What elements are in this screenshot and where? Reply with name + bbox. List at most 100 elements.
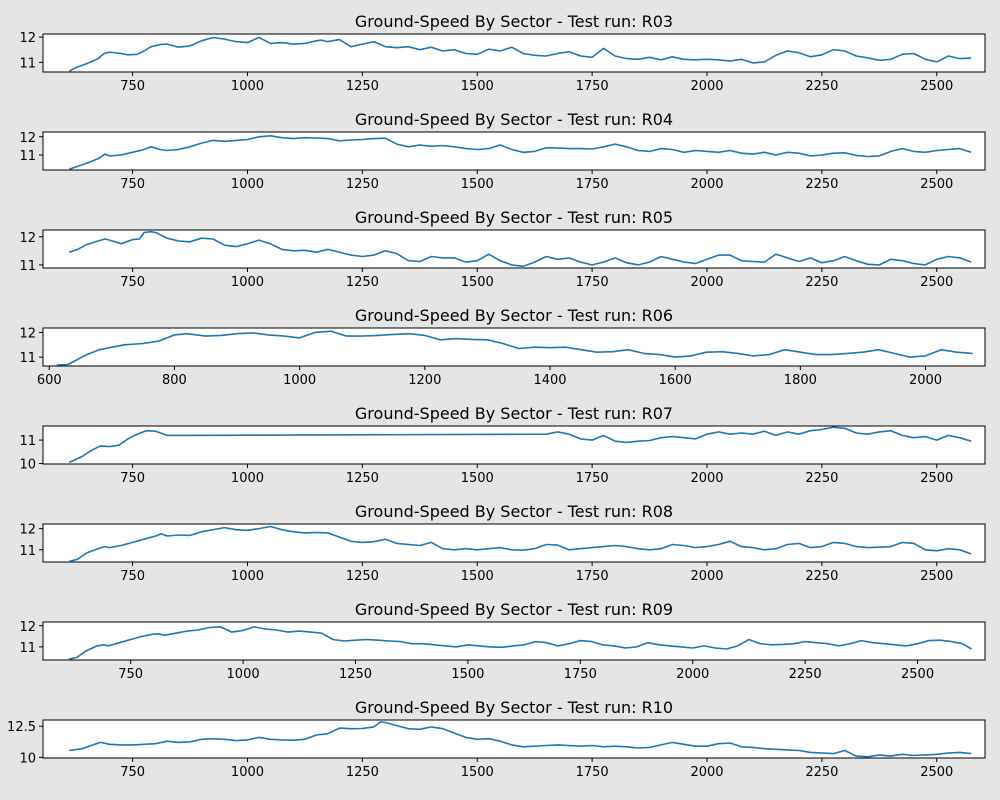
x-tick-label: 1250 bbox=[346, 569, 379, 584]
x-tick-label: 1500 bbox=[461, 765, 494, 780]
x-tick-label: 1500 bbox=[461, 569, 494, 584]
y-tick-label: 12 bbox=[19, 326, 36, 341]
series-line bbox=[69, 525, 972, 563]
x-tick-label: 600 bbox=[37, 373, 62, 388]
series-line bbox=[68, 230, 972, 268]
subplot-3: Ground-Speed By Sector - Test run: R05 75… bbox=[19, 208, 986, 290]
x-tick-label: 750 bbox=[120, 765, 145, 780]
y-tick-label: 10 bbox=[19, 751, 36, 766]
x-tick-label: 2500 bbox=[901, 667, 934, 682]
x-tick-label: 1000 bbox=[231, 79, 264, 94]
x-tick-label: 2250 bbox=[805, 569, 838, 584]
x-tick-label: 2500 bbox=[920, 471, 953, 486]
x-tick-label: 2500 bbox=[920, 275, 953, 290]
subplot-2: Ground-Speed By Sector - Test run: R04 75… bbox=[19, 110, 986, 192]
subplot-7: Ground-Speed By Sector - Test run: R09 75… bbox=[19, 600, 986, 682]
x-tick-label: 2250 bbox=[805, 79, 838, 94]
x-tick-label: 2000 bbox=[690, 569, 723, 584]
series-line bbox=[68, 135, 972, 171]
x-tick-label: 750 bbox=[120, 177, 145, 192]
x-tick-label: 2250 bbox=[805, 275, 838, 290]
x-tick-label: 1750 bbox=[576, 569, 609, 584]
x-tick-label: 1000 bbox=[231, 471, 264, 486]
x-tick-label: 2000 bbox=[690, 765, 723, 780]
y-tick-label: 12.5 bbox=[7, 720, 36, 735]
axes-frame bbox=[42, 425, 986, 465]
axes-frame bbox=[42, 719, 986, 759]
subplot-title: Ground-Speed By Sector - Test run: R10 bbox=[355, 698, 673, 717]
subplot-8: Ground-Speed By Sector - Test run: R10 75… bbox=[7, 698, 986, 780]
x-tick-label: 1600 bbox=[659, 373, 692, 388]
x-tick-label: 1750 bbox=[576, 471, 609, 486]
x-tick-label: 1750 bbox=[576, 79, 609, 94]
y-tick-label: 12 bbox=[19, 31, 36, 46]
x-tick-label: 1250 bbox=[346, 471, 379, 486]
y-tick-label: 11 bbox=[19, 149, 36, 164]
x-tick-label: 2500 bbox=[920, 569, 953, 584]
x-tick-label: 1750 bbox=[576, 765, 609, 780]
x-tick-label: 2500 bbox=[920, 79, 953, 94]
x-tick-label: 2500 bbox=[920, 765, 953, 780]
x-tick-label: 1000 bbox=[231, 177, 264, 192]
series-line bbox=[69, 721, 972, 758]
x-tick-label: 1500 bbox=[461, 275, 494, 290]
x-tick-label: 1250 bbox=[346, 79, 379, 94]
subplot-4: Ground-Speed By Sector - Test run: R06 60… bbox=[19, 306, 986, 388]
x-tick-label: 1400 bbox=[533, 373, 566, 388]
y-tick-label: 10 bbox=[19, 458, 36, 473]
x-tick-label: 2250 bbox=[805, 471, 838, 486]
x-tick-label: 2250 bbox=[805, 765, 838, 780]
subplot-6: Ground-Speed By Sector - Test run: R08 75… bbox=[19, 502, 986, 584]
x-tick-label: 2000 bbox=[909, 373, 942, 388]
series-line bbox=[68, 36, 972, 72]
x-tick-label: 2000 bbox=[690, 471, 723, 486]
subplot-5: Ground-Speed By Sector - Test run: R07 75… bbox=[19, 404, 986, 486]
x-tick-label: 1200 bbox=[408, 373, 441, 388]
x-tick-label: 750 bbox=[120, 569, 145, 584]
x-tick-label: 2500 bbox=[920, 177, 953, 192]
series-line bbox=[68, 426, 972, 464]
x-tick-label: 1750 bbox=[564, 667, 597, 682]
x-tick-label: 2000 bbox=[690, 79, 723, 94]
axes-frame bbox=[42, 131, 986, 171]
axes-frame bbox=[42, 523, 986, 563]
y-tick-label: 11 bbox=[19, 56, 36, 71]
y-tick-label: 11 bbox=[19, 351, 36, 366]
x-tick-label: 1000 bbox=[231, 275, 264, 290]
y-tick-label: 11 bbox=[19, 544, 36, 559]
axes-frame bbox=[42, 621, 986, 661]
x-tick-label: 1250 bbox=[346, 275, 379, 290]
x-tick-label: 750 bbox=[118, 667, 143, 682]
x-tick-label: 750 bbox=[120, 471, 145, 486]
x-tick-label: 1250 bbox=[346, 765, 379, 780]
x-tick-label: 1500 bbox=[461, 79, 494, 94]
x-tick-label: 1500 bbox=[451, 667, 484, 682]
axes-frame bbox=[42, 229, 986, 269]
subplot-1: Ground-Speed By Sector - Test run: R03 75… bbox=[19, 12, 986, 94]
x-tick-label: 1800 bbox=[784, 373, 817, 388]
subplot-title: Ground-Speed By Sector - Test run: R06 bbox=[355, 306, 673, 325]
y-tick-label: 11 bbox=[19, 259, 36, 274]
x-tick-label: 1000 bbox=[283, 373, 316, 388]
subplot-title: Ground-Speed By Sector - Test run: R09 bbox=[355, 600, 673, 619]
subplot-title: Ground-Speed By Sector - Test run: R08 bbox=[355, 502, 673, 521]
subplot-title: Ground-Speed By Sector - Test run: R04 bbox=[355, 110, 673, 129]
axes-frame bbox=[42, 33, 986, 73]
x-tick-label: 2000 bbox=[690, 275, 723, 290]
x-tick-label: 1250 bbox=[339, 667, 372, 682]
y-tick-label: 11 bbox=[19, 641, 36, 656]
x-tick-label: 800 bbox=[162, 373, 187, 388]
y-tick-label: 12 bbox=[19, 131, 36, 146]
subplot-title: Ground-Speed By Sector - Test run: R07 bbox=[355, 404, 673, 423]
x-tick-label: 750 bbox=[120, 275, 145, 290]
x-tick-label: 1750 bbox=[576, 275, 609, 290]
x-tick-label: 750 bbox=[120, 79, 145, 94]
x-tick-label: 2250 bbox=[789, 667, 822, 682]
series-line bbox=[56, 330, 973, 366]
x-tick-label: 2000 bbox=[676, 667, 709, 682]
x-tick-label: 2000 bbox=[690, 177, 723, 192]
x-tick-label: 1750 bbox=[576, 177, 609, 192]
x-tick-label: 1250 bbox=[346, 177, 379, 192]
y-tick-label: 11 bbox=[19, 434, 36, 449]
x-tick-label: 1000 bbox=[231, 765, 264, 780]
